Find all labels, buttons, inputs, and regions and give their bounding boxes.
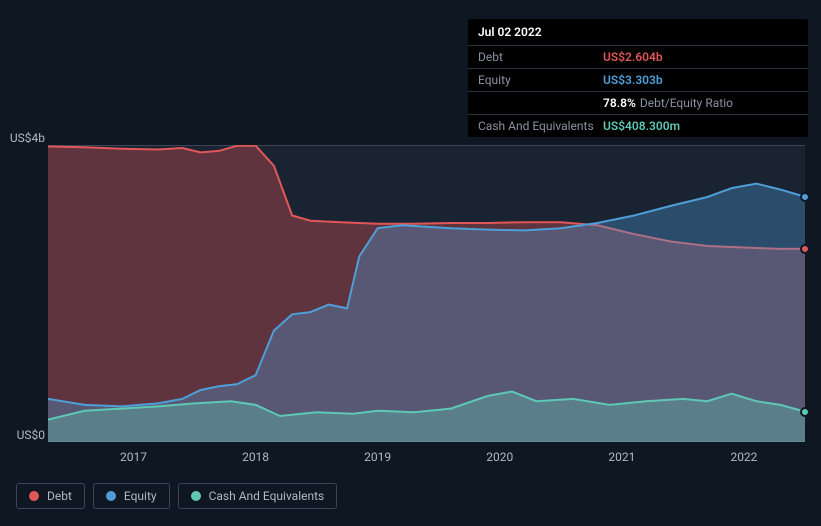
chart-svg[interactable] bbox=[48, 145, 805, 442]
tooltip-row: EquityUS$3.303b bbox=[468, 69, 808, 92]
tooltip-row-label: Cash And Equivalents bbox=[478, 119, 603, 133]
tooltip-row-label bbox=[478, 96, 603, 110]
tooltip-row-value: US$3.303b bbox=[603, 73, 798, 87]
y-axis-label-bottom: US$0 bbox=[0, 428, 45, 442]
x-tick: 2018 bbox=[242, 450, 269, 464]
x-tick: 2021 bbox=[608, 450, 635, 464]
legend-item-equity[interactable]: Equity bbox=[93, 483, 170, 509]
tooltip-row: Cash And EquivalentsUS$408.300m bbox=[468, 115, 808, 137]
x-tick: 2019 bbox=[364, 450, 391, 464]
tooltip-row-value: US$2.604b bbox=[603, 50, 798, 64]
y-axis-label-top: US$4b bbox=[0, 131, 45, 145]
tooltip-date: Jul 02 2022 bbox=[468, 19, 808, 46]
x-tick: 2022 bbox=[730, 450, 757, 464]
tooltip: Jul 02 2022 DebtUS$2.604bEquityUS$3.303b… bbox=[468, 19, 808, 137]
tooltip-rows: DebtUS$2.604bEquityUS$3.303b78.8%Debt/Eq… bbox=[468, 46, 808, 137]
legend-swatch bbox=[191, 491, 201, 501]
legend-label: Cash And Equivalents bbox=[209, 489, 325, 503]
end-marker-equity bbox=[800, 192, 810, 202]
legend-label: Debt bbox=[47, 489, 72, 503]
legend-item-debt[interactable]: Debt bbox=[16, 483, 85, 509]
legend-label: Equity bbox=[124, 489, 157, 503]
legend: Debt Equity Cash And Equivalents bbox=[16, 483, 337, 509]
end-marker-cash-and-equivalents bbox=[800, 407, 810, 417]
chart-container: US$4b US$0 bbox=[16, 145, 805, 442]
legend-swatch bbox=[106, 491, 116, 501]
tooltip-row: DebtUS$2.604b bbox=[468, 46, 808, 69]
x-axis: 2017 2018 2019 2020 2021 2022 bbox=[48, 450, 805, 470]
tooltip-row-value: 78.8%Debt/Equity Ratio bbox=[603, 96, 798, 110]
x-tick: 2017 bbox=[120, 450, 147, 464]
tooltip-row: 78.8%Debt/Equity Ratio bbox=[468, 92, 808, 115]
tooltip-row-label: Equity bbox=[478, 73, 603, 87]
tooltip-row-value: US$408.300m bbox=[603, 119, 798, 133]
x-tick: 2020 bbox=[486, 450, 513, 464]
end-marker-debt bbox=[800, 244, 810, 254]
tooltip-row-label: Debt bbox=[478, 50, 603, 64]
legend-item-cash-and-equivalents[interactable]: Cash And Equivalents bbox=[178, 483, 338, 509]
legend-swatch bbox=[29, 491, 39, 501]
